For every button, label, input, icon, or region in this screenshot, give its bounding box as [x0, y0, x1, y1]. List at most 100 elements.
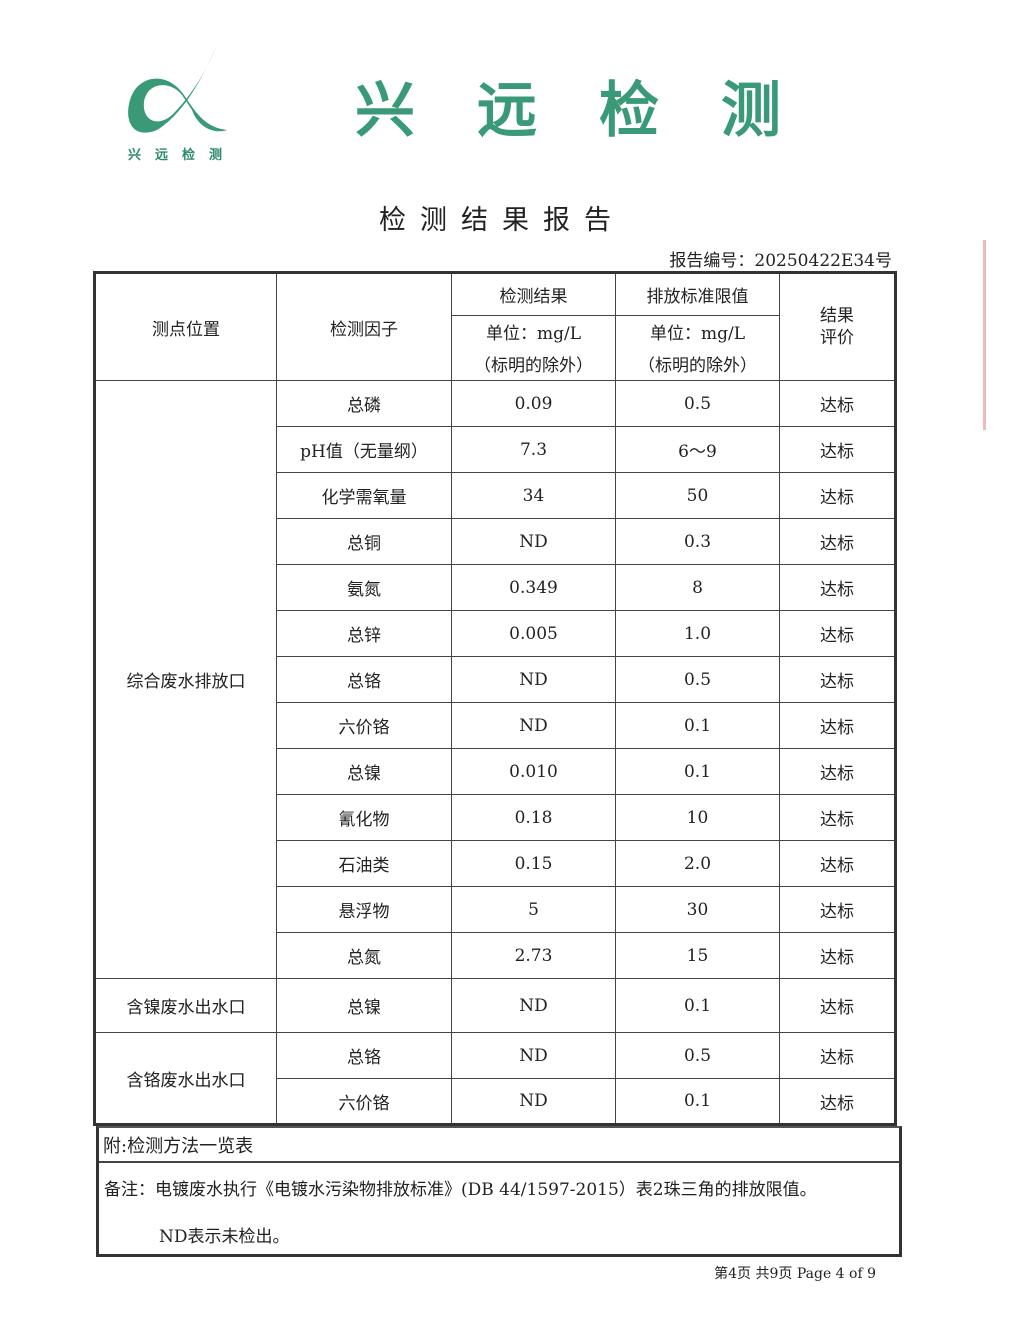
cell-evaluation: 达标 [779, 518, 896, 565]
brand-name: 兴远检测 [355, 76, 843, 146]
results-table: 测点位置 检测因子 检测结果 排放标准限值 结果评价 单位：mg/L 单位：mg… [93, 271, 897, 1126]
cell-result: 0.09 [451, 380, 616, 427]
cell-factor: 总氮 [276, 932, 452, 979]
header-evaluation: 结果评价 [779, 272, 896, 381]
cell-result: ND [451, 1078, 616, 1125]
nd-note: ND表示未检出。 [159, 1227, 290, 1247]
table-row: 总铜 ND 0.3 达标 [95, 518, 896, 565]
cell-factor: 总锌 [276, 610, 452, 657]
header-limit: 排放标准限值 [615, 272, 780, 316]
cell-result: 0.18 [451, 794, 616, 841]
cell-factor: 总铬 [276, 656, 452, 703]
cell-result: 5 [451, 886, 616, 933]
table-row: 总锌 0.005 1.0 达标 [95, 610, 896, 657]
cell-result: ND [451, 656, 616, 703]
cell-location: 含镍废水出水口 [94, 978, 277, 1033]
cell-limit: 0.5 [615, 380, 780, 427]
header-limit-unit: 单位：mg/L [615, 315, 780, 348]
cell-limit: 6～9 [615, 426, 780, 473]
cell-limit: 0.5 [615, 1032, 780, 1079]
table-row: 含铬废水出水口 总铬 ND 0.5 达标 [94, 1032, 896, 1125]
cell-result: ND [451, 1032, 616, 1079]
cell-limit: 10 [615, 794, 780, 841]
cell-factor: 六价铬 [276, 1078, 452, 1125]
company-logo [128, 45, 227, 133]
header-result-note: （标明的除外） [451, 347, 616, 381]
cell-result: ND [451, 978, 616, 1033]
cell-evaluation: 达标 [779, 932, 896, 979]
table-row: 总氮 2.73 15 达标 [95, 932, 896, 979]
header-result: 检测结果 [451, 272, 616, 316]
page-number: 第4页 共9页 Page 4 of 9 [714, 1266, 876, 1282]
cell-limit: 8 [615, 564, 780, 611]
cell-factor: 石油类 [276, 840, 452, 887]
cell-evaluation: 达标 [779, 610, 896, 657]
seal-stamp-edge [983, 240, 994, 430]
cell-limit: 0.1 [615, 748, 780, 795]
cell-evaluation: 达标 [779, 978, 896, 1033]
cell-location: 含铬废水出水口 [94, 1032, 277, 1125]
cell-evaluation: 达标 [779, 794, 896, 841]
cell-result: 34 [451, 472, 616, 519]
cell-evaluation: 达标 [779, 426, 896, 473]
cell-result: 0.005 [451, 610, 616, 657]
cell-result: 0.010 [451, 748, 616, 795]
table-row: pH值（无量纲） 7.3 6～9 达标 [95, 426, 896, 473]
cell-factor: 总铬 [276, 1032, 452, 1079]
cell-evaluation: 达标 [779, 748, 896, 795]
cell-evaluation: 达标 [779, 840, 896, 887]
cell-evaluation: 达标 [779, 886, 896, 933]
logo-text: 兴远检测 [128, 148, 237, 163]
attachment-note: 附:检测方法一览表 [99, 1128, 899, 1163]
header-factor: 检测因子 [276, 272, 452, 381]
cell-limit: 0.1 [615, 978, 780, 1033]
cell-result: 7.3 [451, 426, 616, 473]
cell-limit: 50 [615, 472, 780, 519]
cell-factor: pH值（无量纲） [276, 426, 452, 473]
cell-factor: 悬浮物 [276, 886, 452, 933]
cell-limit: 15 [615, 932, 780, 979]
table-row: 六价铬 ND 0.1 达标 [95, 1078, 896, 1125]
cell-limit: 0.1 [615, 702, 780, 749]
table-row: 氨氮 0.349 8 达标 [95, 564, 896, 611]
cell-evaluation: 达标 [779, 1078, 896, 1125]
remark-note: 备注：电镀废水执行《电镀水污染物排放标准》(DB 44/1597-2015）表2… [104, 1180, 817, 1200]
cell-factor: 化学需氧量 [276, 472, 452, 519]
cell-factor: 氨氮 [276, 564, 452, 611]
cell-limit: 0.1 [615, 1078, 780, 1125]
cell-evaluation: 达标 [779, 380, 896, 427]
table-row: 悬浮物 5 30 达标 [95, 886, 896, 933]
cell-factor: 总铜 [276, 518, 452, 565]
table-row: 综合废水排放口 总磷 0.09 0.5 达标 [94, 380, 896, 979]
cell-evaluation: 达标 [779, 564, 896, 611]
cell-result: 0.15 [451, 840, 616, 887]
cell-evaluation: 达标 [779, 656, 896, 703]
cell-result: ND [451, 518, 616, 565]
header-location: 测点位置 [94, 272, 277, 381]
header-limit-note: （标明的除外） [615, 347, 780, 381]
table-row: 含镍废水出水口 总镍 ND 0.1 达标 [94, 978, 896, 1033]
page-title: 检测结果报告 [379, 205, 625, 236]
table-row: 总镍 0.010 0.1 达标 [95, 748, 896, 795]
cell-evaluation: 达标 [779, 702, 896, 749]
cell-factor: 六价铬 [276, 702, 452, 749]
cell-result: 0.349 [451, 564, 616, 611]
cell-factor: 总镍 [276, 748, 452, 795]
cell-factor: 氰化物 [276, 794, 452, 841]
cell-evaluation: 达标 [779, 1032, 896, 1079]
cell-limit: 0.5 [615, 656, 780, 703]
cell-limit: 1.0 [615, 610, 780, 657]
table-row: 石油类 0.15 2.0 达标 [95, 840, 896, 887]
cell-limit: 30 [615, 886, 780, 933]
notes-section: 附:检测方法一览表 备注：电镀废水执行《电镀水污染物排放标准》(DB 44/15… [96, 1126, 902, 1257]
table-row: 化学需氧量 34 50 达标 [95, 472, 896, 519]
cell-location: 综合废水排放口 [94, 380, 277, 979]
cell-evaluation: 达标 [779, 472, 896, 519]
cell-result: ND [451, 702, 616, 749]
cell-factor: 总磷 [276, 380, 452, 427]
cell-limit: 2.0 [615, 840, 780, 887]
report-number: 报告编号：20250422E34号 [669, 251, 892, 271]
header-result-unit: 单位：mg/L [451, 315, 616, 348]
cell-limit: 0.3 [615, 518, 780, 565]
cell-factor: 总镍 [276, 978, 452, 1033]
